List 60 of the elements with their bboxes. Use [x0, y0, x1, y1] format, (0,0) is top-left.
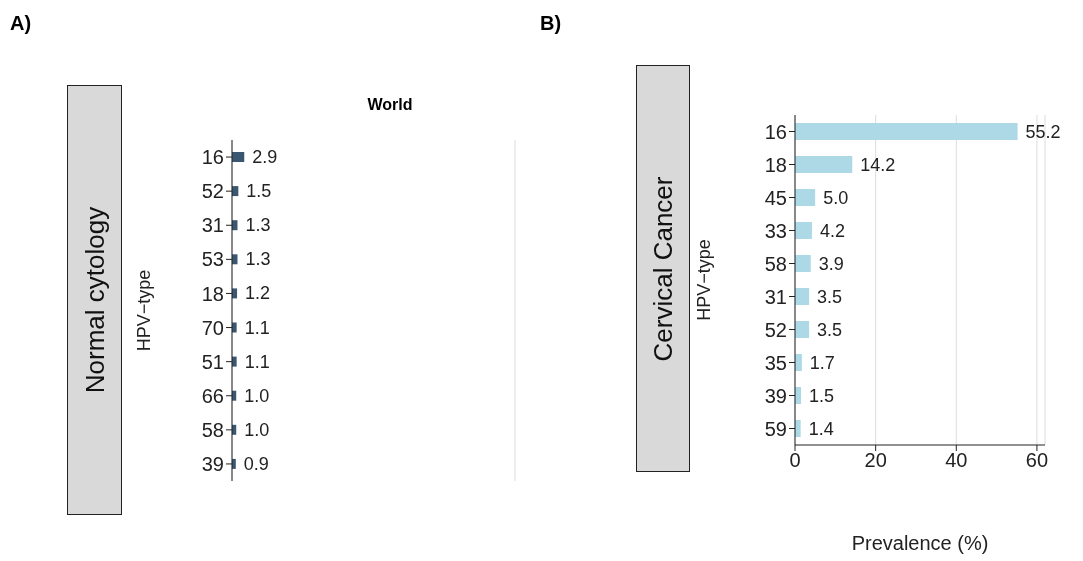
x-tick-label: 40: [945, 449, 968, 472]
bar: [795, 255, 811, 272]
y-tick-label: 31: [201, 214, 224, 237]
data-label: 1.2: [245, 283, 271, 304]
data-label: 1.5: [809, 385, 835, 406]
y-tick-label: 16: [764, 120, 787, 143]
data-label: 1.1: [244, 351, 270, 372]
data-label: 4.2: [819, 220, 845, 241]
y-tick-label: 70: [201, 316, 224, 339]
text: Cervical Cancer: [647, 176, 679, 361]
y-tick-label: 33: [764, 219, 787, 242]
data-label: 2.9: [252, 147, 278, 167]
bar: [795, 288, 810, 305]
data-label: 55.2: [1025, 121, 1061, 142]
x-tick-label: 20: [864, 449, 887, 472]
y-tick-label: 31: [764, 285, 787, 308]
data-label: 1.5: [246, 181, 272, 202]
y-tick-label: 58: [201, 418, 224, 441]
y-tick-label: 16: [201, 146, 224, 169]
text: Normal cytology: [79, 206, 110, 394]
data-label: 3.9: [818, 253, 844, 274]
y-tick-label: 39: [764, 384, 787, 407]
data-label: 1.4: [808, 418, 834, 439]
data-label: 1.0: [244, 385, 270, 406]
bar: [795, 189, 816, 206]
bar: [795, 123, 1018, 140]
data-label: 3.5: [817, 286, 843, 307]
data-label: 1.0: [244, 419, 270, 440]
data-label: 0.9: [243, 453, 269, 474]
y-tick-label: 45: [764, 186, 787, 209]
data-label: 5.0: [823, 187, 849, 208]
y-axis-title: HPV−type: [134, 269, 155, 352]
x-tick-label: 60: [1025, 449, 1049, 472]
y-tick-label: 51: [201, 350, 224, 373]
y-tick-label: 59: [764, 417, 787, 440]
chart-title: World: [366, 96, 414, 114]
y-tick-label: 58: [764, 252, 787, 275]
x-tick-label: 0: [789, 449, 801, 472]
y-tick-label: 39: [201, 453, 224, 476]
y-tick-label: 18: [764, 153, 787, 176]
y-axis-title: HPV−type: [694, 239, 715, 321]
bar: [795, 222, 812, 239]
data-label: 14.2: [860, 154, 896, 175]
data-label: 1.7: [809, 352, 835, 373]
data-label: 1.1: [244, 317, 270, 338]
y-tick-label: 35: [764, 351, 787, 374]
bar: [232, 152, 245, 162]
data-label: 1.3: [245, 249, 271, 270]
data-label: 3.5: [817, 319, 843, 340]
text: B): [540, 12, 562, 35]
y-tick-label: 18: [201, 282, 224, 305]
bar: [795, 156, 853, 173]
x-axis-title: Prevalence (%): [850, 532, 990, 555]
text: A): [10, 12, 32, 35]
y-tick-label: 52: [201, 180, 224, 203]
data-label: 1.3: [245, 215, 271, 236]
y-tick-label: 66: [201, 384, 224, 407]
y-tick-label: 52: [764, 318, 787, 341]
bar: [795, 321, 810, 338]
y-tick-label: 53: [201, 248, 224, 271]
